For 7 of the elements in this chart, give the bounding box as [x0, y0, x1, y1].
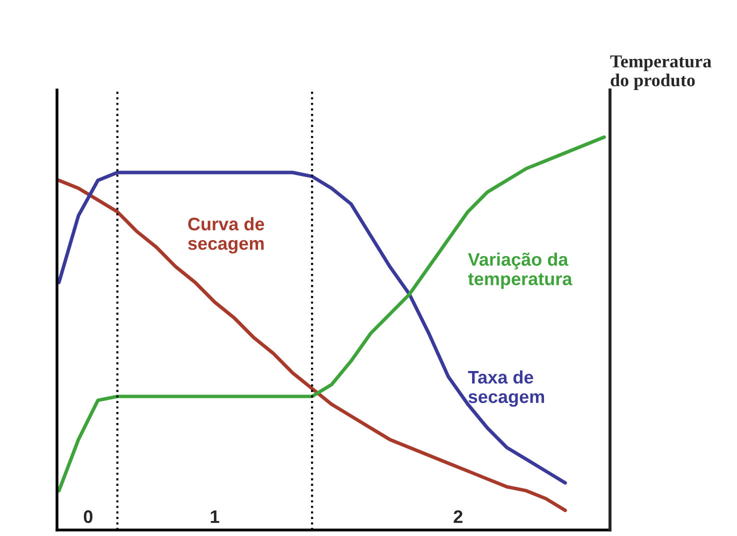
y2-axis-title: Temperatura do produto — [610, 55, 712, 90]
annotation: 0 — [84, 510, 92, 524]
annotation: 2 — [454, 510, 462, 523]
annotation: 1 — [210, 510, 220, 523]
series-label: Taxa de secagem — [468, 370, 544, 407]
series-label: Curva de secagem — [188, 217, 264, 254]
series-label: Variação da temperatura — [468, 252, 572, 289]
